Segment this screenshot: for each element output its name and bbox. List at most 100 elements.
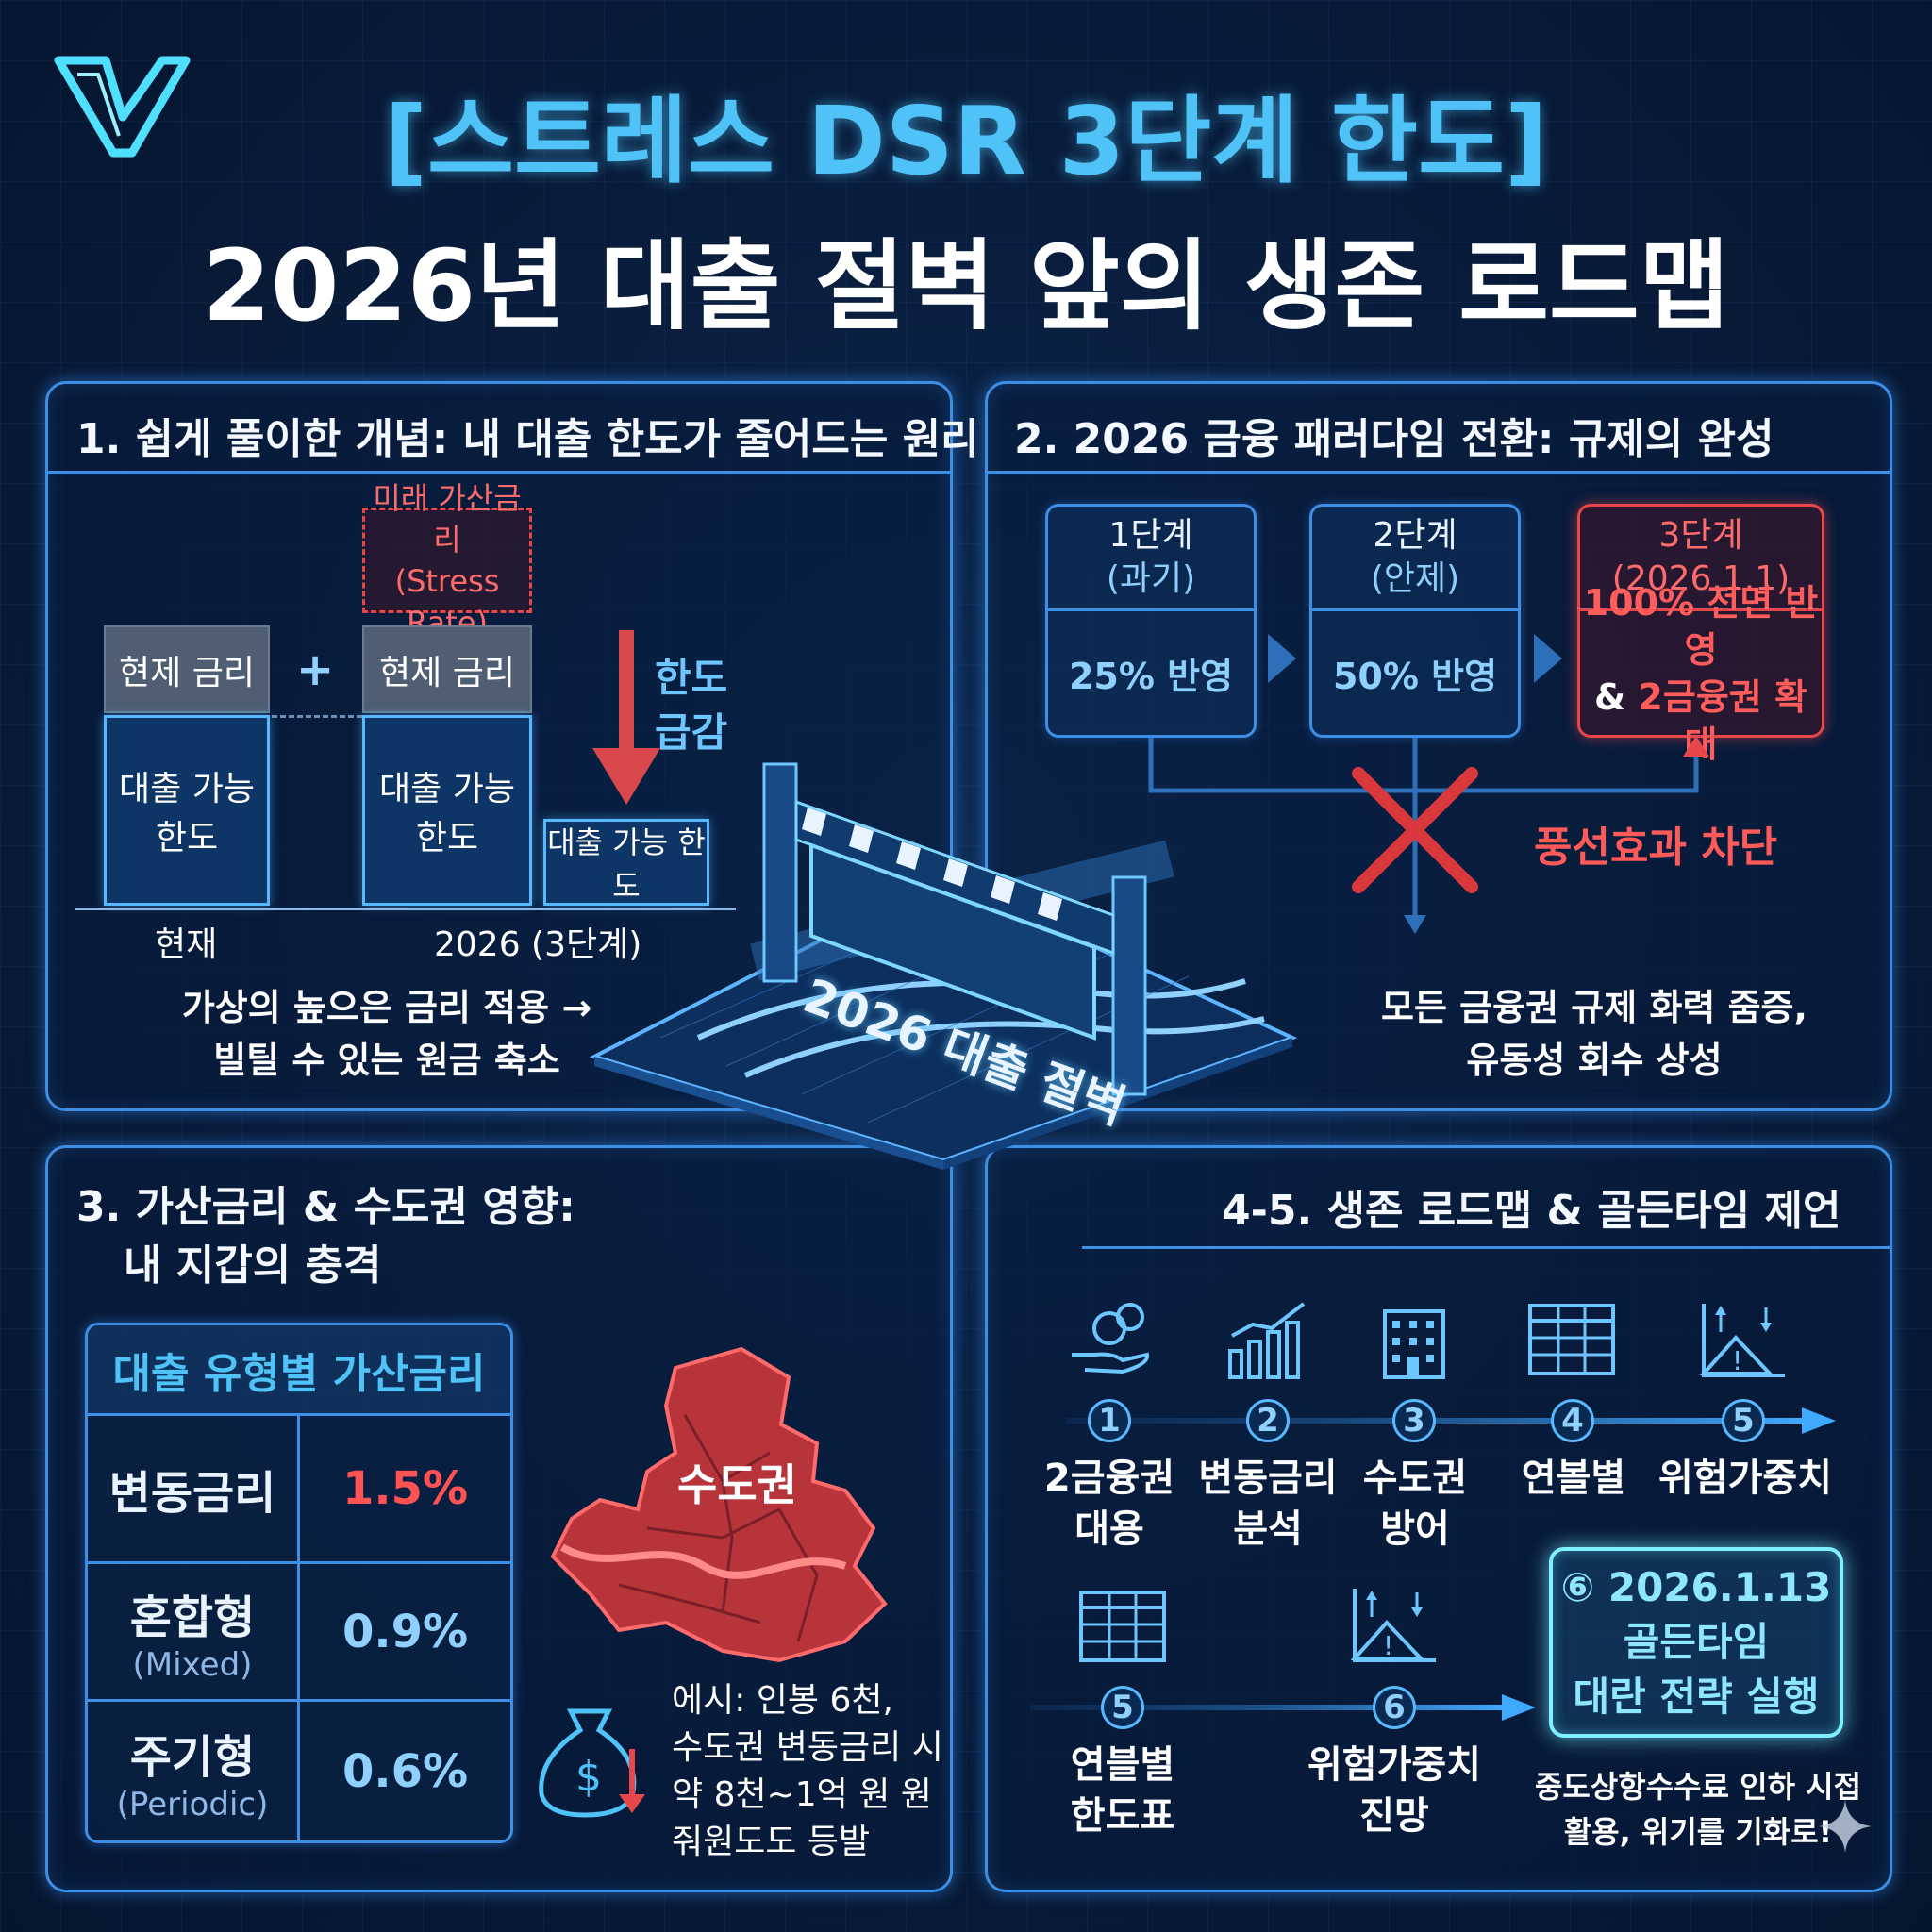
roadmap-footer-line2: 활용, 위기를 기화로! (1563, 1814, 1833, 1850)
money-bag-icon: $ (539, 1708, 645, 1818)
limit-drop-label: 한도 급감 (655, 651, 727, 760)
growth-chart-icon (1228, 1302, 1306, 1379)
step-label-line1: 수도권 (1362, 1457, 1468, 1500)
balloon-block-label: 풍선효과 차단 (1534, 824, 1778, 872)
rate-table: 대출 유형별 가산금리 변동금리 1.5% 혼합형 (Mixed) 0.9% 주… (85, 1323, 513, 1843)
seoul-map-label: 수도권 (677, 1459, 797, 1510)
limit-drop-arrow-icon (592, 630, 660, 805)
panel-concept-title: 1. 쉽게 풀이한 개념: 내 대출 한도가 줄어드는 원리 (76, 415, 979, 463)
step-label-line2: 분석 (1233, 1507, 1303, 1551)
paradigm-desc-line2: 유동성 회수 상성 (1466, 1040, 1723, 1081)
stage-1-card: 1단계 (과기) 25% 반영 (1045, 504, 1257, 738)
concept-desc-line2: 빌틸 수 있는 원금 축소 (213, 1040, 560, 1081)
baseline (75, 908, 736, 910)
impact-example-line4: 줘원도도 등발 (672, 1823, 871, 1861)
brand-logo (54, 56, 191, 158)
paradigm-desc-line1: 모든 금융권 규제 화력 줌증, (1381, 987, 1807, 1028)
rate-table-row-divider (88, 1561, 510, 1564)
table-icon (1528, 1304, 1615, 1375)
stage-2-header: 2단계 (안제) (1312, 507, 1518, 611)
rate-row-type-sub: (Periodic) (116, 1785, 269, 1824)
building-icon (1383, 1309, 1445, 1379)
chevron-right-icon (1268, 634, 1296, 683)
panel-impact-title-line2: 내 지갑의 충격 (124, 1241, 382, 1290)
step-label-line1: 연볼별 (1521, 1457, 1626, 1500)
stage-3-period: (2026.1.1) (1611, 559, 1790, 598)
step-label: 연볼별 (1498, 1453, 1649, 1504)
stage-1-name: 1단계 (1108, 516, 1193, 555)
roadmap-timeline-bottom (1030, 1694, 1536, 1721)
panel-roadmap-title: 4-5. 생존 로드맵 & 골든타임 제언 (1222, 1187, 1841, 1235)
chevron-right-icon (1534, 634, 1562, 683)
rate-row-type-name: 혼합형 (129, 1591, 256, 1644)
stage-3-header: 3단계 (2026.1.1) (1580, 507, 1822, 611)
golden-time-action: 대란 전략 실행 (1573, 1674, 1820, 1720)
step-label-line2: 방어 (1380, 1507, 1450, 1551)
panel-roadmap: 4-5. 생존 로드맵 & 골든타임 제언 (985, 1145, 1892, 1892)
step-number: 5 (1722, 1399, 1765, 1442)
loan-limit-block-reduced: 대출 가능 한도 (543, 819, 709, 906)
rate-row-type-sub: (Mixed) (132, 1645, 253, 1684)
concept-desc-line1: 가상의 높으은 금리 적용 → (181, 987, 592, 1028)
step-number: 5 (1101, 1686, 1144, 1729)
step-label-line2: 대용 (1074, 1507, 1144, 1551)
main-title-line2: 2026년 대출 절벽 앞의 생존 로드맵 (202, 228, 1730, 343)
stage-3-value-line1: 100% 전면 반영 (1583, 581, 1819, 671)
current-rate-block-2026: 현제 금리 (362, 625, 532, 713)
step-label: 2금융권 대용 (1034, 1453, 1185, 1555)
limit-drop-line1: 한도 (655, 655, 728, 701)
loan-limit-block-2026: 대출 가능 한도 (362, 715, 532, 906)
stage-1-value: 25% 반영 (1068, 656, 1234, 697)
panel-paradigm-title: 2. 2026 금융 패러다임 전환: 규제의 완성 (1014, 415, 1774, 463)
impact-example-line3: 약 8천~1억 원 원 (672, 1775, 932, 1814)
rate-table-row-divider (88, 1699, 510, 1702)
concept-description: 가상의 높으은 금리 적용 → 빌틸 수 있는 원금 축소 (57, 981, 717, 1087)
step-label-line1: 연블별 (1070, 1743, 1175, 1787)
table-icon (1079, 1591, 1166, 1662)
plus-sign: + (296, 643, 335, 696)
rate-row-value: 1.5% (341, 1462, 469, 1515)
stage-1-period: (과기) (1106, 559, 1196, 598)
golden-time-box: ⑥ 2026.1.13 골든타임 대란 전략 실행 (1549, 1547, 1843, 1738)
risk-chart-icon: ! (1699, 1304, 1785, 1377)
loan-limit-block-now: 대출 가능 한도 (104, 715, 270, 906)
panel-paradigm-header (988, 384, 1890, 474)
step-number: 4 (1551, 1399, 1594, 1442)
stress-rate-block: 미래 가산금리 (Stress Rate) (362, 480, 532, 641)
rate-row-value: 0.6% (341, 1744, 469, 1798)
money-hand-icon (1072, 1303, 1150, 1374)
step-label: 위험가중치 진망 (1291, 1740, 1498, 1841)
golden-time-date: ⑥ 2026.1.13 (1560, 1564, 1832, 1610)
impact-example-line1: 에시: 인봉 6천, (672, 1681, 893, 1720)
svg-text:!: ! (1383, 1630, 1393, 1661)
stage-3-name: 3단계 (1658, 516, 1743, 555)
stage-3-value-prefix: & (1594, 675, 1639, 718)
impact-example-line2: 수도권 변동금리 시 (672, 1728, 943, 1767)
rate-table-divider (297, 1416, 300, 1840)
stage-3-value: 100% 전면 반영 & 2금융권 확대 (1580, 582, 1822, 765)
panel-roadmap-header-line (1082, 1246, 1890, 1249)
panel-impact-title: 3. 가산금리 & 수도권 영향: 내 지갑의 충격 (76, 1178, 575, 1295)
rate-row-type-name: 주기형 (129, 1730, 256, 1784)
roadmap-footer-line1: 중도상항수수료 인하 시접 (1534, 1769, 1862, 1805)
step-number: 1 (1088, 1399, 1131, 1442)
roadmap-footer: 중도상항수수료 인하 시접 활용, 위기를 기화로! (1509, 1764, 1887, 1855)
guide-dashed-line (272, 715, 362, 718)
risk-chart-icon: ! (1350, 1589, 1436, 1662)
step-number: 2 (1246, 1399, 1290, 1442)
step-label: 연블별 한도표 (1047, 1740, 1198, 1841)
step-number: 3 (1392, 1399, 1436, 1442)
x-label-now: 현재 (155, 925, 218, 964)
cliff-road-illustration (589, 762, 1298, 1170)
rate-row-type: 변동금리 (108, 1467, 276, 1520)
step-label-line1: 위험가중치 (1658, 1457, 1832, 1500)
paradigm-description: 모든 금융권 규제 화력 줌증, 유동성 회수 상성 (1340, 981, 1849, 1087)
stage-2-value: 50% 반영 (1332, 656, 1498, 697)
step-label-line1: 위험가중치 (1307, 1743, 1481, 1787)
stage-2-name: 2단계 (1373, 516, 1457, 555)
sparkle-icon (1819, 1800, 1872, 1853)
rate-table-header: 대출 유형별 가산금리 (88, 1325, 510, 1416)
stage-2-period: (안제) (1370, 559, 1460, 598)
seoul-metro-map-icon (550, 1346, 888, 1663)
